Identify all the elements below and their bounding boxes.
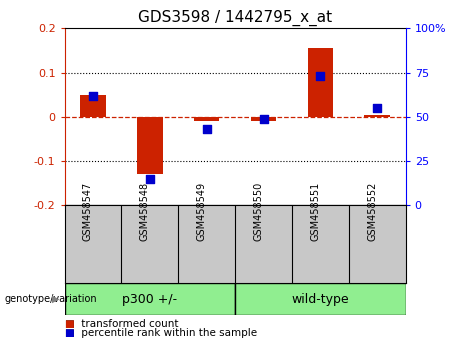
Bar: [251, 117, 276, 121]
Point: [317, 73, 324, 79]
Text: ■: ■: [65, 328, 74, 338]
Text: GSM458550: GSM458550: [254, 182, 264, 241]
Bar: [194, 117, 219, 121]
Bar: [80, 95, 106, 117]
Text: GSM458548: GSM458548: [140, 182, 150, 241]
Text: GSM458549: GSM458549: [197, 182, 207, 241]
Point: [373, 105, 381, 111]
Text: genotype/variation: genotype/variation: [5, 294, 97, 304]
Bar: [235, 283, 406, 315]
Bar: [307, 48, 333, 117]
Bar: [137, 117, 163, 175]
Title: GDS3598 / 1442795_x_at: GDS3598 / 1442795_x_at: [138, 9, 332, 25]
Text: GSM458552: GSM458552: [367, 182, 377, 241]
Point: [146, 176, 154, 182]
Text: GSM458547: GSM458547: [83, 182, 93, 241]
Text: p300 +/-: p300 +/-: [122, 293, 177, 306]
Text: ■: ■: [65, 319, 74, 329]
Text: ■  transformed count: ■ transformed count: [65, 319, 178, 329]
Text: GSM458551: GSM458551: [310, 182, 320, 241]
Bar: [365, 115, 390, 117]
Text: wild-type: wild-type: [291, 293, 349, 306]
Bar: [65, 283, 235, 315]
Point: [260, 116, 267, 121]
Point: [203, 126, 210, 132]
Point: [89, 93, 97, 98]
Text: ▶: ▶: [53, 294, 60, 304]
Text: ■  percentile rank within the sample: ■ percentile rank within the sample: [65, 328, 257, 338]
